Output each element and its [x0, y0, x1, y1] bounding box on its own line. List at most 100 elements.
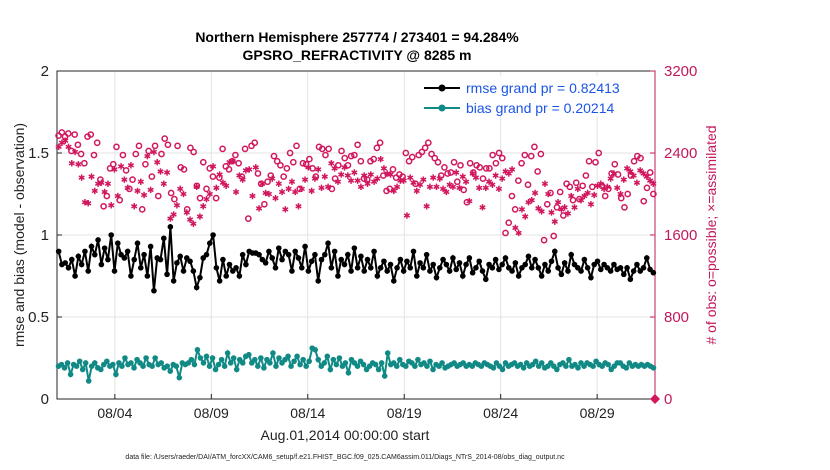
assimilated-obs-marker [124, 184, 131, 192]
rmse-point [65, 265, 72, 271]
rmse-point [190, 268, 197, 274]
rmse-point [95, 237, 101, 243]
assimilated-obs-marker [416, 181, 424, 188]
rmse-point [446, 268, 453, 274]
assimilated-obs-marker [131, 203, 138, 210]
rmse-point [157, 256, 164, 263]
possible-obs-marker [389, 166, 397, 173]
possible-obs-marker [457, 161, 464, 169]
rmse-point [124, 248, 131, 255]
rmse-point [312, 251, 318, 258]
rmse-point [525, 253, 532, 260]
rmse-point [634, 261, 640, 268]
possible-obs-marker [444, 170, 451, 177]
possible-obs-marker [527, 152, 535, 160]
rmse-point [624, 265, 630, 271]
assimilated-obs-marker [318, 184, 325, 192]
possible-obs-marker [482, 165, 490, 172]
assimilated-obs-marker [505, 170, 512, 177]
bias-point [230, 355, 237, 361]
possible-obs-marker [251, 139, 259, 147]
rmse-point [473, 265, 479, 271]
rmse-point [85, 268, 92, 274]
assimilated-obs-marker [341, 164, 348, 171]
rmse-point [164, 271, 170, 278]
possible-obs-marker [498, 154, 506, 162]
bias-point [258, 355, 264, 361]
x-tick-label: 08/24 [483, 405, 518, 421]
possible-obs-marker [235, 159, 243, 167]
assimilated-obs-marker [137, 178, 144, 185]
series-assimilated [55, 137, 657, 237]
rmse-point [364, 256, 371, 263]
bias-point [605, 361, 611, 368]
rmse-point [443, 261, 450, 268]
possible-obs-marker [421, 144, 429, 152]
rmse-point [262, 260, 269, 266]
x-tick-label: 08/29 [580, 405, 615, 421]
rmse-point [318, 256, 325, 263]
possible-obs-marker [376, 139, 384, 147]
assimilated-obs-marker [98, 179, 105, 186]
rmse-point [144, 273, 151, 279]
possible-obs-marker [129, 176, 136, 183]
assimilated-obs-marker [216, 171, 223, 178]
possible-obs-marker [261, 200, 268, 208]
rmse-point [423, 251, 430, 258]
assimilated-obs-marker [410, 179, 417, 186]
assimilated-obs-marker [393, 183, 401, 191]
series-bias [55, 345, 657, 384]
possible-obs-marker [80, 159, 88, 167]
bias-point [79, 366, 86, 373]
assimilated-obs-marker [597, 180, 604, 187]
assimilated-obs-marker [610, 170, 618, 177]
bias-point [239, 360, 246, 366]
possible-obs-marker [338, 147, 345, 155]
x-tick-label: 08/19 [387, 405, 422, 421]
rmse-point [223, 273, 230, 279]
bias-point [131, 365, 137, 371]
bias-point [294, 353, 300, 360]
legend-rmse-marker [438, 84, 446, 92]
bias-point [575, 365, 581, 371]
assimilated-obs-marker [147, 186, 154, 194]
assimilated-obs-marker [354, 177, 361, 184]
assimilated-obs-marker [548, 209, 555, 216]
rmse-point [377, 265, 384, 271]
possible-obs-marker [322, 151, 329, 159]
rmse-point [417, 260, 423, 266]
bias-point [532, 358, 539, 365]
rmse-point [430, 261, 437, 268]
rmse-point [436, 265, 443, 271]
possible-obs-marker [630, 157, 638, 165]
assimilated-obs-marker [65, 143, 72, 151]
bias-point [200, 360, 207, 366]
bias-point [291, 358, 297, 365]
bias-point [194, 347, 201, 353]
rmse-point [351, 245, 358, 251]
assimilated-obs-marker [111, 166, 118, 173]
assimilated-obs-marker [508, 166, 516, 173]
rmse-point [509, 268, 515, 274]
possible-obs-marker [553, 203, 561, 211]
y-right-tick-label: 800 [664, 309, 689, 326]
bias-point [64, 360, 71, 366]
assimilated-obs-marker [275, 180, 282, 187]
possible-obs-marker [511, 206, 519, 213]
rmse-point [75, 253, 82, 260]
possible-obs-marker [270, 152, 278, 160]
bias-point [67, 371, 74, 378]
assimilated-obs-marker [380, 165, 388, 172]
possible-obs-marker [466, 159, 474, 167]
assimilated-obs-marker [528, 196, 535, 204]
possible-obs-marker [579, 182, 587, 190]
rmse-point [427, 268, 433, 274]
assimilated-obs-marker [278, 188, 286, 196]
bias-point [122, 355, 128, 361]
assimilated-obs-marker [518, 206, 526, 213]
assimilated-obs-marker [485, 178, 493, 185]
possible-obs-marker [344, 161, 352, 169]
possible-obs-marker [74, 141, 82, 149]
rmse-point [295, 255, 302, 261]
assimilated-obs-marker [453, 169, 460, 176]
